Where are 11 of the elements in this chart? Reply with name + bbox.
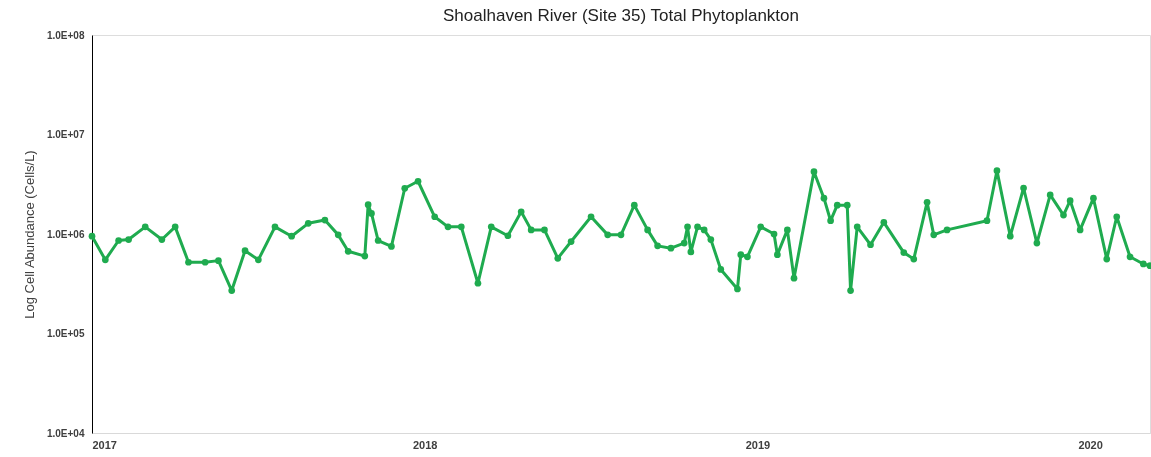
x-tick-label: 2018 — [412, 438, 438, 451]
y-tick-label: 1.0E+05 — [46, 328, 85, 339]
x-tick-label: 2020 — [1078, 438, 1103, 451]
y-tick-label: 1.0E+07 — [46, 129, 85, 140]
y-tick-label: 1.0E+08 — [46, 29, 85, 41]
x-tick-label: 2019 — [745, 438, 771, 451]
y-tick-label: 1.0E+04 — [46, 427, 85, 439]
chart-title: Shoalhaven River (Site 35) Total Phytoplankton — [443, 6, 799, 25]
x-tick-label: 2017 — [92, 438, 117, 451]
y-axis-title: Log Cell Abundance (Cells/L) — [21, 150, 37, 319]
y-tick-label: 1.0E+06 — [46, 228, 85, 240]
